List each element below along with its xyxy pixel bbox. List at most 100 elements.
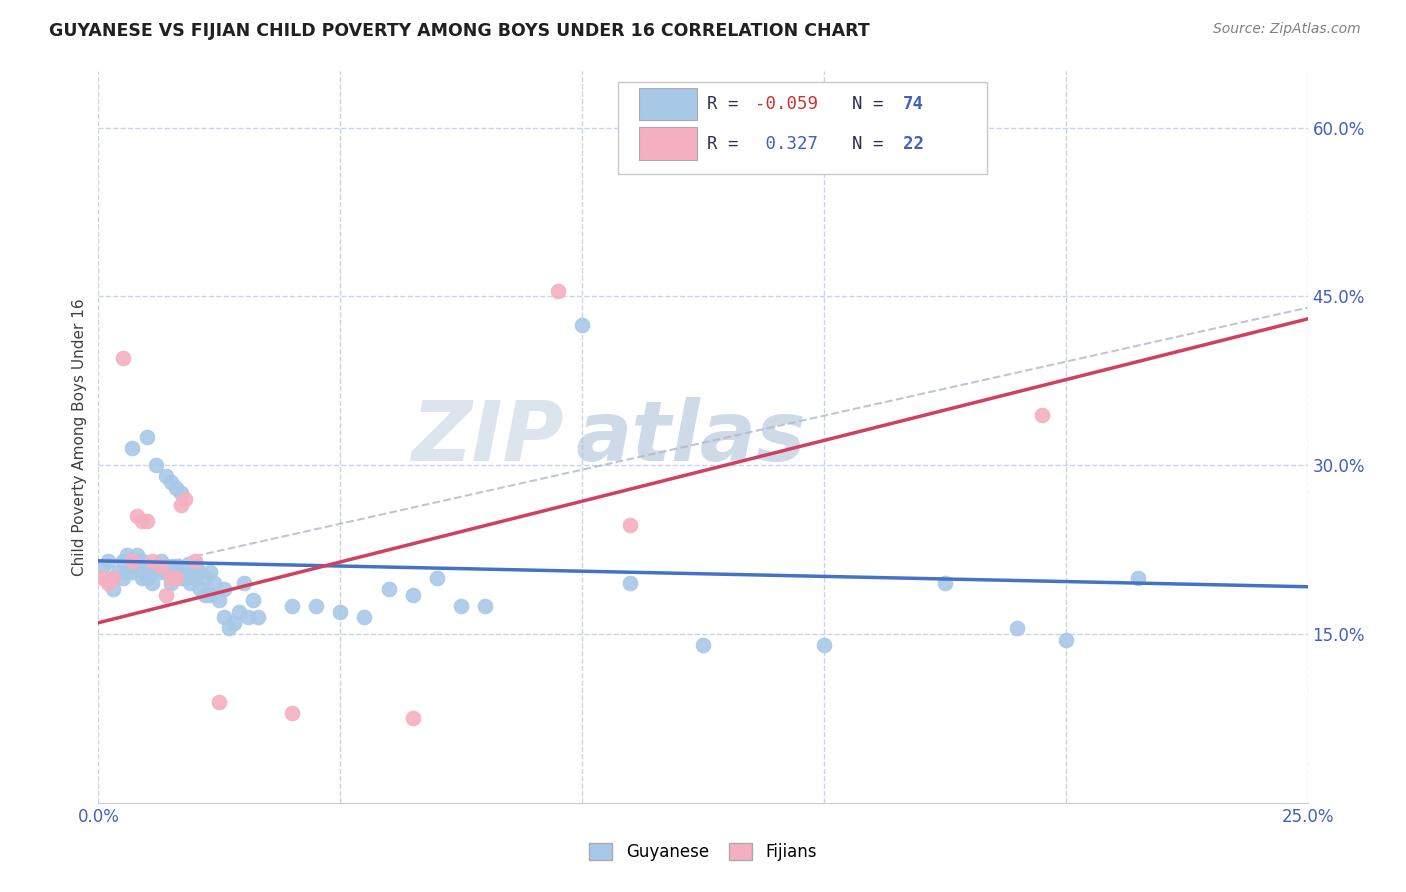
Point	[101, 582, 124, 596]
Point	[1054, 632, 1077, 647]
Point	[160, 571, 183, 585]
Point	[222, 615, 245, 630]
Point	[121, 442, 143, 456]
Point	[97, 554, 120, 568]
Point	[188, 565, 211, 579]
Point	[141, 565, 163, 579]
Point	[155, 565, 177, 579]
Point	[131, 515, 153, 529]
Point	[208, 593, 231, 607]
Point	[165, 481, 187, 495]
Point	[218, 621, 240, 635]
Point	[150, 559, 173, 574]
Point	[619, 517, 641, 532]
Point	[135, 559, 157, 574]
Point	[111, 351, 134, 366]
Point	[1007, 621, 1029, 635]
FancyBboxPatch shape	[638, 88, 697, 120]
Text: N =: N =	[852, 95, 894, 113]
Point	[97, 576, 120, 591]
Point	[127, 508, 149, 523]
Text: 0.327: 0.327	[755, 135, 818, 153]
Point	[101, 571, 124, 585]
Point	[165, 571, 187, 585]
Point	[377, 582, 399, 596]
Point	[91, 559, 114, 574]
Point	[145, 559, 167, 574]
Point	[160, 475, 183, 489]
Point	[135, 515, 157, 529]
Point	[135, 430, 157, 444]
Point	[813, 638, 835, 652]
Point	[165, 571, 187, 585]
Point	[184, 571, 207, 585]
Point	[145, 458, 167, 473]
Point	[228, 605, 250, 619]
Point	[127, 548, 149, 562]
Point	[121, 565, 143, 579]
Point	[1031, 408, 1053, 422]
FancyBboxPatch shape	[638, 128, 697, 160]
Point	[212, 610, 235, 624]
Point	[117, 565, 139, 579]
Point	[450, 599, 472, 613]
Point	[402, 588, 425, 602]
Point	[305, 599, 328, 613]
Point	[547, 284, 569, 298]
Point	[692, 638, 714, 652]
Text: Source: ZipAtlas.com: Source: ZipAtlas.com	[1213, 22, 1361, 37]
Text: 74: 74	[903, 95, 924, 113]
Point	[141, 576, 163, 591]
Point	[169, 486, 191, 500]
Point	[121, 554, 143, 568]
Point	[329, 605, 352, 619]
Point	[184, 559, 207, 574]
Point	[131, 554, 153, 568]
Point	[212, 582, 235, 596]
Legend: Guyanese, Fijians: Guyanese, Fijians	[582, 836, 824, 868]
Text: R =: R =	[707, 95, 748, 113]
Point	[174, 491, 197, 506]
Point	[174, 559, 197, 574]
Point	[174, 571, 197, 585]
Point	[91, 571, 114, 585]
Point	[179, 576, 201, 591]
Text: N =: N =	[852, 135, 894, 153]
Point	[188, 582, 211, 596]
Point	[426, 571, 449, 585]
Point	[169, 571, 191, 585]
Point	[238, 610, 260, 624]
FancyBboxPatch shape	[619, 82, 987, 174]
Point	[160, 559, 183, 574]
Point	[232, 576, 254, 591]
Point	[353, 610, 375, 624]
Point	[150, 565, 173, 579]
Point	[155, 588, 177, 602]
Point	[194, 571, 217, 585]
Point	[165, 559, 187, 574]
Point	[141, 554, 163, 568]
Point	[111, 554, 134, 568]
Point	[135, 571, 157, 585]
Text: 22: 22	[903, 135, 924, 153]
Point	[242, 593, 264, 607]
Point	[150, 554, 173, 568]
Point	[934, 576, 956, 591]
Point	[101, 571, 124, 585]
Text: ZIP: ZIP	[412, 397, 564, 477]
Point	[247, 610, 270, 624]
Text: -0.059: -0.059	[755, 95, 818, 113]
Point	[184, 554, 207, 568]
Point	[131, 571, 153, 585]
Point	[111, 571, 134, 585]
Point	[117, 548, 139, 562]
Point	[474, 599, 496, 613]
Text: GUYANESE VS FIJIAN CHILD POVERTY AMONG BOYS UNDER 16 CORRELATION CHART: GUYANESE VS FIJIAN CHILD POVERTY AMONG B…	[49, 22, 870, 40]
Point	[194, 588, 217, 602]
Point	[179, 565, 201, 579]
Point	[107, 565, 129, 579]
Point	[281, 706, 304, 720]
Point	[571, 318, 593, 332]
Point	[127, 559, 149, 574]
Text: atlas: atlas	[576, 397, 807, 477]
